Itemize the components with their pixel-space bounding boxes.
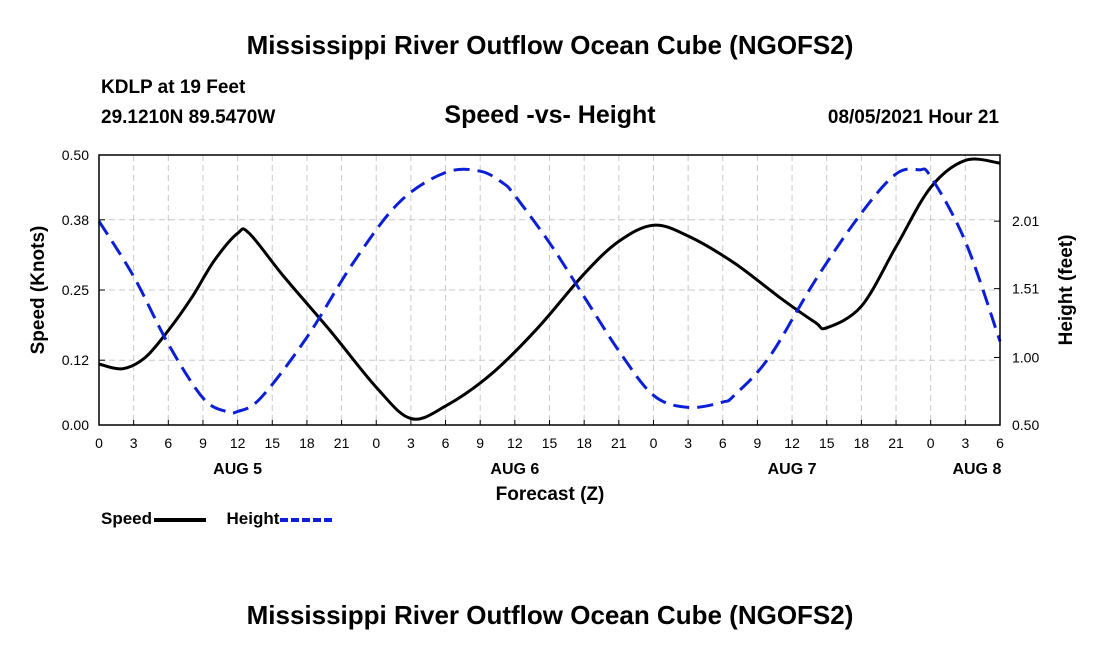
x-tick-label: 18 (576, 435, 592, 451)
date-label: AUG 7 (768, 461, 817, 478)
y-axis-left-label: Speed (Knots) (28, 226, 49, 355)
x-tick-label: 12 (230, 435, 246, 451)
legend-speed-swatch (154, 517, 207, 522)
y-left-tick-label: 0.00 (62, 417, 89, 433)
y-left-tick-label: 0.38 (62, 212, 89, 228)
y-right-tick-label: 1.00 (1012, 350, 1039, 366)
x-tick-label: 18 (854, 435, 870, 451)
x-tick-label: 21 (611, 435, 627, 451)
x-tick-label: 21 (334, 435, 350, 451)
axis-ticks: 0 3 6 9 12 15 18 21 0 3 6 9 12 15 18 21 0 3 6 9 12 15 18 21 0 3 6 A… (62, 147, 1040, 478)
x-tick-label: 12 (784, 435, 800, 451)
date-label: AUG 8 (952, 461, 1001, 478)
x-tick-label: 15 (542, 435, 558, 451)
x-tick-label: 3 (130, 435, 138, 451)
x-tick-label: 6 (996, 435, 1004, 451)
x-tick-label: 6 (164, 435, 172, 451)
x-tick-label: 0 (650, 435, 658, 451)
date-label: AUG 6 (490, 461, 539, 478)
x-tick-label: 0 (927, 435, 935, 451)
x-tick-label: 3 (407, 435, 415, 451)
station-label: KDLP at 19 Feet (101, 77, 246, 98)
x-tick-label: 6 (719, 435, 727, 451)
y-right-tick-label: 0.50 (1012, 417, 1039, 433)
legend: Speed Height (101, 509, 333, 529)
speed-series-line (98, 157, 1001, 421)
x-tick-label: 18 (299, 435, 315, 451)
x-tick-label: 9 (199, 435, 207, 451)
height-series-line (97, 167, 1002, 415)
y-left-tick-label: 0.50 (62, 147, 89, 163)
x-tick-label: 15 (264, 435, 280, 451)
x-axis-label: Forecast (Z) (496, 484, 605, 505)
y-left-tick-label: 0.25 (62, 282, 89, 298)
x-tick-label: 15 (819, 435, 835, 451)
x-tick-label: 3 (684, 435, 692, 451)
forecast-datetime: 08/05/2021 Hour 21 (827, 107, 999, 128)
x-tick-label: 9 (754, 435, 762, 451)
y-axis-right-label: Height (feet) (1056, 235, 1077, 346)
grid (99, 155, 1000, 425)
legend-height-label: Height (226, 509, 280, 528)
x-tick-label: 9 (476, 435, 484, 451)
location-label: 29.1210N 89.5470W (101, 107, 276, 128)
chart-subtitle: Speed -vs- Height (444, 101, 656, 129)
y-left-tick-label: 0.12 (62, 352, 89, 368)
series-layer (97, 157, 1002, 421)
footer-title: Mississippi River Outflow Ocean Cube (NG… (246, 600, 854, 630)
y-right-tick-label: 2.01 (1012, 213, 1039, 229)
chart-title: Mississippi River Outflow Ocean Cube (NG… (246, 30, 854, 60)
legend-height-swatch (280, 517, 333, 522)
x-tick-label: 3 (961, 435, 969, 451)
x-tick-label: 21 (888, 435, 904, 451)
x-tick-label: 12 (507, 435, 523, 451)
x-tick-label: 6 (442, 435, 450, 451)
y-right-tick-label: 1.51 (1012, 281, 1039, 297)
x-tick-label: 0 (372, 435, 380, 451)
x-tick-label: 0 (95, 435, 103, 451)
date-label: AUG 5 (213, 461, 262, 478)
legend-speed-label: Speed (101, 509, 153, 528)
